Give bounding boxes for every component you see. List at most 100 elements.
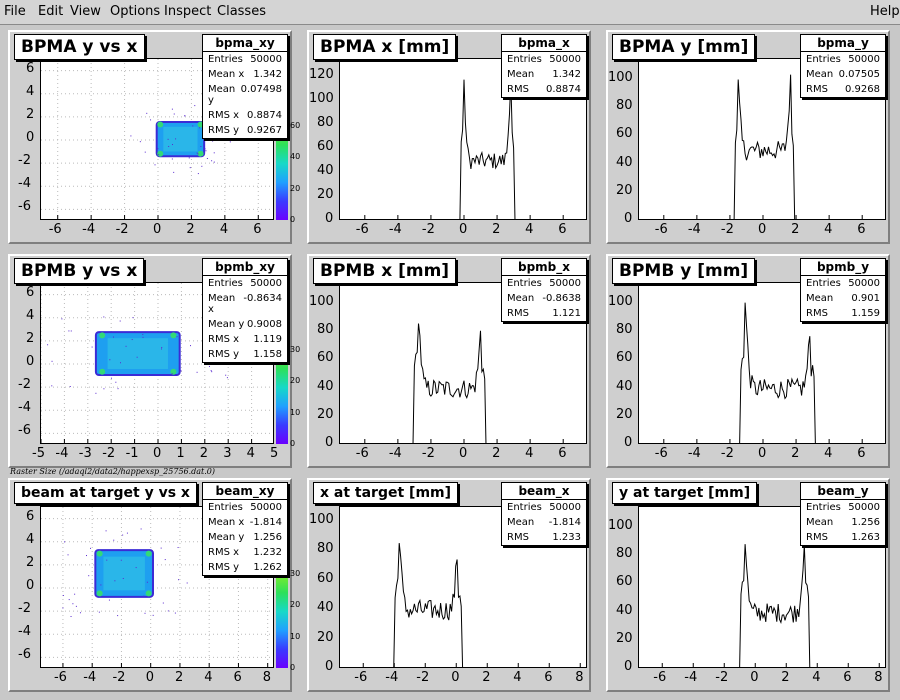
menu-edit[interactable]: Edit (38, 4, 64, 19)
scatter-point (199, 127, 201, 129)
x-tick-label: -2 (421, 222, 435, 237)
stats-key: Entries (507, 502, 542, 513)
stats-value: 1.121 (552, 308, 581, 319)
pad-beam_xy[interactable]: -6 -4 -2 0 2 4 6 8 6 4 2 0 -2 -4 -6 30 20 10 0 beam at targ… (8, 478, 300, 692)
stats-row: RMS y 1.158 (203, 347, 287, 362)
plot-title: BPMB x [mm] (313, 258, 457, 284)
y-tick-label: -2 (18, 377, 31, 393)
x-tick-label: 6 (857, 222, 866, 237)
stats-row: Entries 50000 (203, 52, 287, 67)
y-tick-label: 0 (325, 211, 334, 226)
pad-bpmb_y[interactable]: -6 -4 -2 0 2 4 6 100 80 60 40 20 0 BPMB y [mm] bpmb_y E… (606, 254, 890, 468)
scatter-point (197, 173, 199, 175)
stats-key: Entries (208, 278, 243, 289)
plot-title: x at target [mm] (313, 482, 459, 504)
menu-options[interactable]: Options (110, 4, 161, 19)
stats-key: RMS y (208, 125, 240, 136)
pad-bpma_y[interactable]: -6 -4 -2 0 2 4 6 100 80 60 40 20 0 BPMA y [mm] bpma_y E… (606, 30, 890, 244)
stats-row: Mean 1.342 (502, 67, 586, 82)
stats-key: Entries (806, 278, 841, 289)
scatter-point (172, 144, 174, 146)
scatter-point (204, 148, 206, 150)
y-tick-label: 40 (616, 378, 633, 394)
palette-tick-label: 20 (290, 376, 301, 386)
y-tick-label: 0 (26, 578, 35, 593)
menu-help[interactable]: Help (870, 4, 900, 19)
scatter-point (105, 530, 107, 532)
color-palette (276, 574, 288, 668)
scatter-point (79, 612, 81, 614)
stats-box: bpmb_y Entries 50000 Mean 0.901 RMS 1.159 (800, 258, 886, 322)
histogram-line (739, 302, 816, 443)
x-tick-label: 3 (223, 446, 232, 461)
menu-classes[interactable]: Classes (217, 4, 266, 19)
scatter-point (171, 158, 173, 160)
stats-key: Mean x (208, 293, 236, 315)
scatter-point (210, 370, 212, 372)
y-tick-label: 80 (616, 98, 633, 114)
x-tick-label: -1 (125, 446, 139, 461)
scatter-point (144, 612, 146, 614)
color-palette (276, 126, 288, 220)
x-tick-label: -2 (715, 670, 729, 685)
scatter-point (62, 594, 64, 596)
stats-name: bpma_xy (203, 35, 287, 52)
stats-row: Entries 50000 (801, 52, 885, 67)
density-hotspot (170, 332, 177, 339)
scatter-point (95, 392, 97, 394)
stats-key: Mean (507, 293, 535, 304)
y-tick-label: 80 (317, 115, 334, 130)
scatter-point (161, 346, 163, 348)
pad-bpma_x[interactable]: -6 -4 -2 0 2 4 6 120 100 80 60 40 20 0 BPMA x [mm] bpma… (307, 30, 591, 244)
menu-inspect[interactable]: Inspect (164, 4, 212, 19)
y-tick-label: -4 (18, 624, 31, 640)
stats-value: 1.158 (253, 349, 282, 360)
x-tick-label: 8 (262, 670, 271, 685)
x-tick-label: 2 (492, 222, 501, 237)
histogram-plot (340, 59, 586, 219)
scatter-point (150, 119, 152, 121)
pad-bpmb_x[interactable]: -6 -4 -2 0 2 4 6 100 80 60 40 20 0 BPMB x [mm] bpmb_x E… (307, 254, 591, 468)
x-tick-label: 4 (812, 670, 821, 685)
stats-key: RMS x (208, 334, 240, 345)
x-tick-label: 6 (558, 222, 567, 237)
y-tick-label: 20 (616, 182, 633, 198)
stats-row: Entries 50000 (502, 500, 586, 515)
y-tick-label: -2 (18, 153, 31, 169)
menu-file[interactable]: File (4, 4, 26, 19)
x-tick-label: 6 (857, 446, 866, 461)
x-tick-label: 8 (575, 670, 584, 685)
pad-bpma_xy[interactable]: -6 -4 -2 0 2 4 6 6 4 2 0 -2 -4 -6 60 40 20 0 BPMA y vs x bp… (8, 30, 300, 244)
stats-name: bpma_x (502, 35, 586, 52)
x-tick-label: -2 (720, 222, 734, 237)
scatter-point (177, 547, 179, 549)
scatter-point (103, 316, 105, 318)
palette-tick-label: 0 (290, 663, 296, 672)
scatter-point (85, 555, 87, 557)
stats-row: Entries 50000 (203, 500, 287, 515)
stats-value: -1.814 (548, 517, 581, 528)
pad-beam_y[interactable]: -6 -4 -2 0 2 4 6 8 100 80 60 40 20 0 y at target [mm] b… (606, 478, 890, 692)
y-tick-label: 80 (616, 546, 633, 562)
stats-name: bpmb_x (502, 259, 586, 276)
scatter-point (62, 607, 64, 609)
stats-key: Entries (806, 54, 841, 65)
stats-key: Mean (806, 293, 834, 304)
x-tick-label: -6 (48, 222, 62, 237)
stats-key: Mean y (208, 532, 245, 543)
histogram-line (733, 74, 796, 219)
histogram-plot (340, 507, 586, 667)
stats-key: RMS y (208, 349, 240, 360)
scatter-point (75, 605, 77, 607)
pad-bpmb_xy[interactable]: -5 -4 -3 -2 -1 0 1 2 3 4 5 6 4 2 0 -2 -4 -6 30 20 10 0 BPMB y … (8, 254, 300, 468)
stats-row: RMS x 1.119 (203, 332, 287, 347)
x-tick-label: -4 (687, 222, 701, 237)
histogram-line (459, 79, 516, 219)
stats-row: Mean 0.07505 (801, 67, 885, 82)
scatter-plot (41, 507, 273, 667)
plot-title: BPMA x [mm] (313, 34, 457, 60)
histogram-plot (639, 59, 885, 219)
menu-view[interactable]: View (70, 4, 101, 19)
plot-title: BPMA y [mm] (612, 34, 756, 60)
pad-beam_x[interactable]: -6 -4 -2 0 2 4 6 8 100 80 60 40 20 0 x at target [mm] b… (307, 478, 591, 692)
